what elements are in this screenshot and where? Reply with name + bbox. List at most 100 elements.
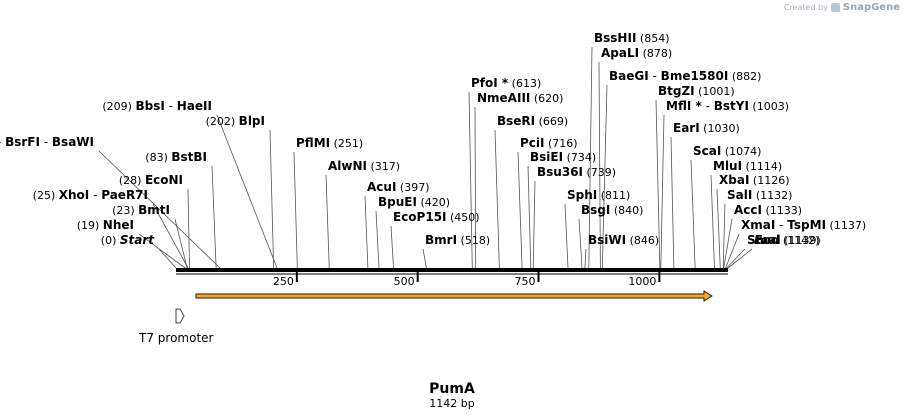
site-enzyme-name: MflI * xyxy=(666,99,702,113)
site-enzyme-name: BmrI xyxy=(425,233,457,247)
site-label: (202) BlpI xyxy=(206,114,265,128)
site-enzyme-name: SalI xyxy=(727,188,752,202)
site-enzyme-name: BstBI xyxy=(171,150,207,164)
site-label: BsgI (840) xyxy=(581,203,643,217)
site-label: XmaI - TspMI (1137) xyxy=(741,218,866,232)
site-position: (202) xyxy=(206,115,239,128)
site-label: SalI (1132) xyxy=(727,188,792,202)
site-enzyme-name: SphI xyxy=(567,188,597,202)
site-enzyme-name: ScaI xyxy=(693,144,721,158)
site-leader xyxy=(152,203,189,269)
scale-tick-label: 500 xyxy=(394,275,415,288)
site-position: (854) xyxy=(636,32,669,45)
site-enzyme-name: AcuI xyxy=(367,180,396,194)
site-leader xyxy=(690,159,696,269)
site-label: AlwNI (317) xyxy=(328,159,400,173)
site-enzyme-name: EarI xyxy=(673,121,700,135)
site-position: (882) xyxy=(728,70,761,83)
restriction-site-labels: (0) Start(19) NheI(23) BmtI(25) XhoI - P… xyxy=(0,31,866,247)
site-enzyme-name: BsrFI xyxy=(5,135,40,149)
site-enzyme-name: BseRI xyxy=(497,114,535,128)
site-position: (1139) xyxy=(781,234,821,247)
site-enzyme-name: XbaI xyxy=(719,173,749,187)
site-enzyme-name: XmaI xyxy=(741,218,775,232)
site-position: (251) xyxy=(330,137,363,150)
site-position: (420) xyxy=(417,196,450,209)
site-enzyme-name: PflMI xyxy=(296,136,330,150)
site-position: (397) xyxy=(396,181,429,194)
site-label: BtgZI (1001) xyxy=(658,84,735,98)
site-enzyme-name: BstYI xyxy=(714,99,749,113)
promoter-label: T7 promoter xyxy=(138,331,214,345)
site-enzyme-name: BsiEI xyxy=(530,150,563,164)
site-position: (1142) xyxy=(779,234,819,247)
site-label: SphI (811) xyxy=(567,188,630,202)
site-leader xyxy=(216,114,278,269)
site-enzyme-name: BsaWI xyxy=(52,135,94,149)
site-enzyme-name: PciI xyxy=(520,136,545,150)
site-position: (0) xyxy=(101,234,120,247)
site-leader xyxy=(474,106,477,269)
site-label: BseRI (669) xyxy=(497,114,568,128)
site-position: (620) xyxy=(530,92,563,105)
site-enzyme-name: BsiWI xyxy=(588,233,626,247)
site-position: (878) xyxy=(639,47,672,60)
site-leader-lines xyxy=(98,46,753,269)
site-leader xyxy=(601,84,608,269)
site-position: (739) xyxy=(583,166,616,179)
site-enzyme-name: TspMI xyxy=(787,218,826,232)
site-label: (91) AgeI - BsrFI - BsaWI xyxy=(0,135,94,149)
site-position: (28) xyxy=(119,174,145,187)
site-label: PfoI * (613) xyxy=(471,76,541,90)
site-label: Bsu36I (739) xyxy=(537,165,616,179)
site-label: (83) BstBI xyxy=(145,150,207,164)
site-leader xyxy=(584,248,587,269)
site-enzyme-name: SmaI xyxy=(747,233,781,247)
site-enzyme-name: BmtI xyxy=(138,203,170,217)
site-enzyme-name: End xyxy=(754,233,780,247)
site-enzyme-name: Bme1580I xyxy=(661,69,729,83)
site-label: EcoP15I (450) xyxy=(393,210,480,224)
scale-tick-label: 1000 xyxy=(628,275,656,288)
snapgene-branding: Created by SnapGene xyxy=(784,2,900,13)
site-leader xyxy=(578,218,583,269)
site-label: ScaI (1074) xyxy=(693,144,761,158)
site-leader xyxy=(364,195,369,269)
site-label: SmaI (1139) xyxy=(747,233,821,247)
site-enzyme-name: XhoI xyxy=(59,188,90,202)
site-label: PflMI (251) xyxy=(296,136,363,150)
sequence-name: PumA xyxy=(429,381,475,397)
site-separator: - xyxy=(165,99,177,113)
site-leader xyxy=(187,188,190,269)
site-label: PciI (716) xyxy=(520,136,578,150)
site-enzyme-name: MluI xyxy=(713,159,742,173)
site-leader xyxy=(293,151,298,269)
site-separator: - xyxy=(702,99,714,113)
site-leader xyxy=(660,114,665,269)
site-position: (25) xyxy=(33,189,59,202)
site-leader xyxy=(527,165,532,269)
site-enzyme-name: PaeR7I xyxy=(101,188,148,202)
site-enzyme-name: BtgZI xyxy=(658,84,695,98)
site-enzyme-name: NmeAIII xyxy=(477,91,530,105)
site-leader xyxy=(138,233,186,269)
site-leader xyxy=(725,233,740,269)
site-enzyme-name: EcoNI xyxy=(145,173,183,187)
site-label: MflI * - BstYI (1003) xyxy=(666,99,789,113)
site-leader xyxy=(727,248,753,269)
site-separator: - xyxy=(40,135,52,149)
site-enzyme-name: EcoP15I xyxy=(393,210,447,224)
site-leader xyxy=(422,248,427,269)
site-label: (0) Start xyxy=(101,233,155,247)
branding-name: SnapGene xyxy=(842,2,900,13)
sequence-backbone: 250 500 750 1000 xyxy=(176,268,728,288)
site-label: AccI (1133) xyxy=(734,203,802,217)
site-label: BssHII (854) xyxy=(594,31,669,45)
site-enzyme-name: HaeII xyxy=(177,99,212,113)
site-leader xyxy=(564,203,569,269)
site-position: (669) xyxy=(535,115,568,128)
sequence-length: 1142 bp xyxy=(429,397,474,410)
site-leader xyxy=(655,99,661,269)
site-enzyme-name: ApaLI xyxy=(601,46,639,60)
